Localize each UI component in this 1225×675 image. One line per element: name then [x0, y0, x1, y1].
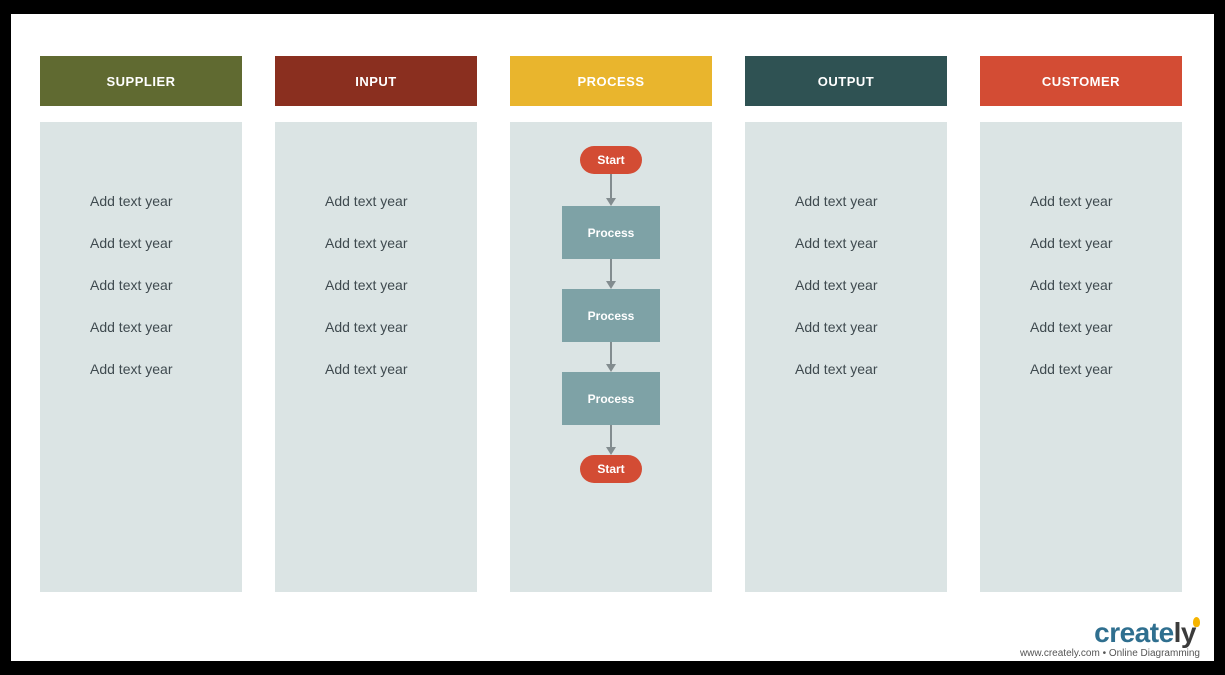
list-item[interactable]: Add text year [325, 348, 477, 390]
body-input: Add text year Add text year Add text yea… [275, 122, 477, 592]
body-output: Add text year Add text year Add text yea… [745, 122, 947, 592]
list-item[interactable]: Add text year [795, 306, 947, 348]
column-customer: CUSTOMER Add text year Add text year Add… [980, 56, 1182, 592]
body-customer: Add text year Add text year Add text yea… [980, 122, 1182, 592]
header-output: OUTPUT [745, 56, 947, 106]
column-process: PROCESS Start Process Process Process St… [510, 56, 712, 592]
list-item[interactable]: Add text year [795, 348, 947, 390]
sipoc-columns: SUPPLIER Add text year Add text year Add… [11, 14, 1214, 592]
column-input: INPUT Add text year Add text year Add te… [275, 56, 477, 592]
list-item[interactable]: Add text year [795, 264, 947, 306]
list-item[interactable]: Add text year [90, 264, 242, 306]
bulb-icon [1193, 617, 1200, 627]
brand-logo: creately [1020, 619, 1200, 647]
list-item[interactable]: Add text year [325, 264, 477, 306]
brand-footer: creately www.creately.com • Online Diagr… [1020, 619, 1200, 659]
brand-name-part1: create [1094, 617, 1174, 648]
list-item[interactable]: Add text year [90, 222, 242, 264]
list-item[interactable]: Add text year [795, 180, 947, 222]
flow-arrow-icon [606, 259, 616, 289]
list-item[interactable]: Add text year [1030, 264, 1182, 306]
column-supplier: SUPPLIER Add text year Add text year Add… [40, 56, 242, 592]
body-process: Start Process Process Process Start [510, 122, 712, 592]
list-item[interactable]: Add text year [90, 348, 242, 390]
list-item[interactable]: Add text year [1030, 348, 1182, 390]
header-process: PROCESS [510, 56, 712, 106]
flow-arrow-icon [606, 342, 616, 372]
list-item[interactable]: Add text year [1030, 306, 1182, 348]
flow-end[interactable]: Start [580, 455, 642, 483]
header-customer: CUSTOMER [980, 56, 1182, 106]
flow-step[interactable]: Process [562, 289, 660, 342]
header-supplier: SUPPLIER [40, 56, 242, 106]
list-item[interactable]: Add text year [325, 222, 477, 264]
process-flow: Start Process Process Process Start [562, 146, 660, 483]
list-item[interactable]: Add text year [90, 306, 242, 348]
flow-arrow-icon [606, 174, 616, 206]
header-input: INPUT [275, 56, 477, 106]
list-item[interactable]: Add text year [325, 180, 477, 222]
diagram-canvas: SUPPLIER Add text year Add text year Add… [11, 14, 1214, 661]
flow-step[interactable]: Process [562, 206, 660, 259]
list-item[interactable]: Add text year [795, 222, 947, 264]
column-output: OUTPUT Add text year Add text year Add t… [745, 56, 947, 592]
flow-arrow-icon [606, 425, 616, 455]
flow-start[interactable]: Start [580, 146, 642, 174]
brand-subtitle: www.creately.com • Online Diagramming [1020, 648, 1200, 659]
list-item[interactable]: Add text year [1030, 180, 1182, 222]
flow-step[interactable]: Process [562, 372, 660, 425]
list-item[interactable]: Add text year [325, 306, 477, 348]
list-item[interactable]: Add text year [1030, 222, 1182, 264]
body-supplier: Add text year Add text year Add text yea… [40, 122, 242, 592]
list-item[interactable]: Add text year [90, 180, 242, 222]
